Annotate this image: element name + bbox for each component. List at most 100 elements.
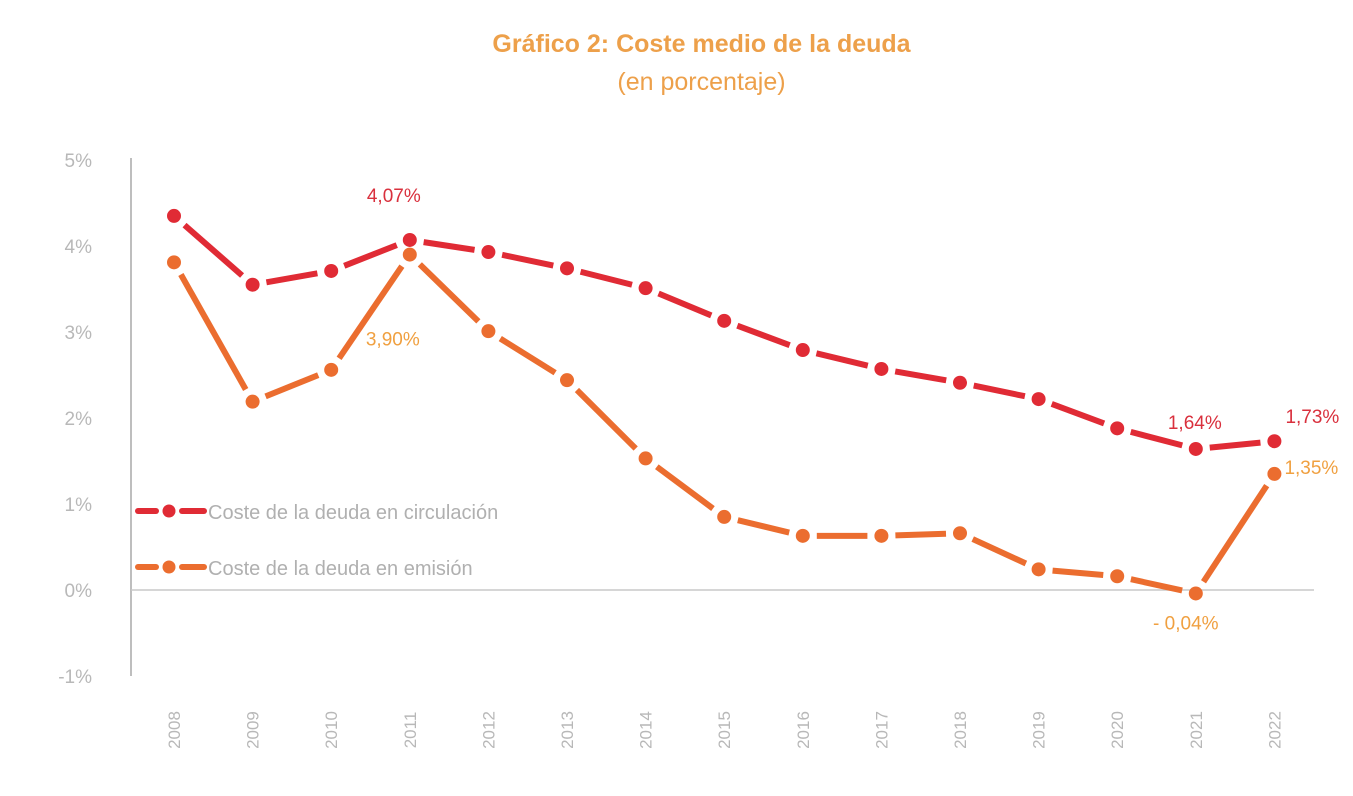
x-tick-label: 2013 — [558, 711, 577, 749]
x-tick-label: 2010 — [322, 711, 341, 749]
data-point — [795, 528, 810, 543]
legend-marker — [162, 560, 176, 574]
data-label: 1,73% — [1285, 407, 1339, 428]
data-point — [638, 451, 653, 466]
series-line-segment — [1129, 428, 1184, 449]
x-tick-label: 2009 — [244, 711, 263, 749]
series-emision — [167, 247, 1282, 601]
x-tick-label: 2008 — [165, 711, 184, 749]
series-line-segment — [178, 273, 249, 391]
series-line-segment — [894, 368, 947, 384]
x-tick-label: 2019 — [1030, 711, 1049, 749]
series-line-segment — [265, 270, 318, 286]
y-tick-label: 2% — [65, 409, 93, 430]
series-line-segment — [736, 322, 791, 348]
data-point — [717, 313, 732, 328]
legend-label: Coste de la deuda en emisión — [208, 558, 473, 580]
series-line-segment — [971, 536, 1028, 567]
series-line-segment — [343, 242, 398, 269]
data-point — [1031, 392, 1046, 407]
y-tick-label: 4% — [65, 237, 93, 258]
series-line-segment — [1200, 483, 1270, 584]
data-point — [245, 277, 260, 292]
data-point — [402, 232, 417, 247]
data-point — [1267, 434, 1282, 449]
legend-item: Coste de la deuda en emisión — [135, 558, 473, 580]
series-line-segment — [973, 382, 1026, 400]
data-point — [1110, 569, 1125, 584]
data-point — [324, 263, 339, 278]
y-tick-labels: 5% 4% 3% 2% 1% 0% -1% — [58, 151, 92, 688]
series-line-segment — [1052, 567, 1104, 579]
x-tick-label: 2021 — [1187, 711, 1206, 749]
series-line-segment — [501, 251, 554, 269]
y-tick-label: 1% — [65, 495, 93, 516]
legend-label: Coste de la deuda en circulación — [208, 502, 498, 524]
data-point — [638, 281, 653, 296]
chart-title: Gráfico 2: Coste medio de la deuda — [492, 30, 911, 58]
x-tick-label: 2017 — [872, 711, 891, 749]
x-tick-label: 2015 — [715, 711, 734, 749]
series-line-segment — [264, 372, 320, 400]
data-point — [1267, 466, 1282, 481]
data-point — [1110, 421, 1125, 436]
series-line-segment — [1050, 401, 1106, 427]
data-point — [167, 255, 181, 270]
data-point — [560, 261, 574, 276]
series-line-segment — [417, 262, 481, 324]
data-point — [481, 245, 496, 260]
x-tick-label: 2018 — [951, 711, 970, 749]
data-point — [874, 361, 889, 376]
series-group — [167, 208, 1282, 601]
y-tick-label: 5% — [65, 151, 93, 172]
data-point — [167, 208, 181, 223]
x-tick-label: 2020 — [1108, 711, 1127, 749]
series-line-segment — [574, 387, 638, 451]
data-label: 4,07% — [367, 186, 421, 207]
series-line-segment — [579, 268, 633, 288]
x-tick-label: 2022 — [1265, 711, 1284, 749]
data-labels: 4,07% 1,64% 1,73% 3,90% - 0,04% 1,35% — [366, 186, 1340, 634]
data-point — [245, 394, 260, 409]
series-line-segment — [336, 264, 405, 360]
data-point — [953, 375, 967, 390]
data-label: 1,64% — [1168, 413, 1222, 434]
series-line-segment — [655, 464, 715, 511]
series-line-segment — [1130, 576, 1183, 594]
data-point — [874, 528, 889, 543]
data-point — [1188, 586, 1203, 601]
legend-item: Coste de la deuda en circulación — [135, 502, 498, 524]
x-tick-label: 2014 — [637, 711, 656, 749]
series-line-segment — [498, 336, 557, 376]
data-point — [1188, 441, 1203, 456]
series-line-segment — [657, 290, 713, 319]
data-label: 3,90% — [366, 330, 420, 351]
chart-subtitle: (en porcentaje) — [617, 68, 786, 96]
data-point — [717, 509, 732, 524]
x-tick-labels: 2008 2009 2010 2011 2012 2013 2014 2015 2016 2017… — [165, 711, 1284, 749]
data-point — [324, 362, 339, 377]
data-point — [481, 324, 496, 339]
data-point — [1031, 562, 1046, 577]
data-point — [402, 247, 417, 262]
data-point — [953, 526, 967, 541]
y-tick-label: 3% — [65, 323, 93, 344]
series-line-segment — [182, 222, 245, 278]
series-line-segment — [815, 350, 869, 369]
data-label: - 0,04% — [1153, 613, 1219, 634]
y-tick-label: 0% — [65, 581, 93, 602]
series-line-segment — [1209, 439, 1261, 451]
x-tick-label: 2012 — [479, 711, 498, 749]
series-line-segment — [895, 530, 947, 539]
x-tick-label: 2016 — [794, 711, 813, 749]
data-point — [560, 373, 574, 388]
legend-marker — [162, 504, 176, 518]
series-circulacion — [167, 208, 1282, 456]
series-line-segment — [737, 517, 790, 536]
data-label: 1,35% — [1284, 458, 1338, 479]
y-tick-label: -1% — [58, 667, 92, 688]
series-line-segment — [423, 239, 476, 253]
data-point — [795, 343, 810, 358]
legend: Coste de la deuda en circulación Coste de… — [135, 502, 498, 580]
